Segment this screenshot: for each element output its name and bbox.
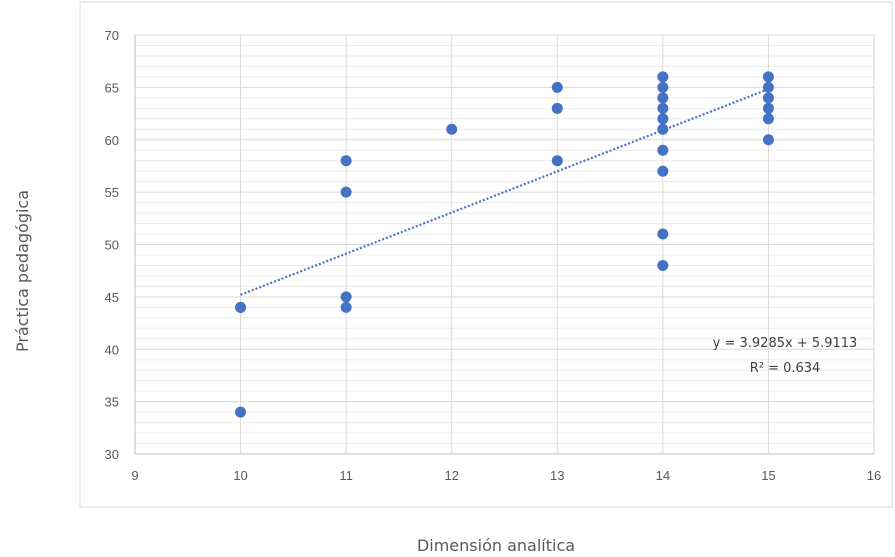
data-point bbox=[657, 259, 669, 271]
x-tick-label: 10 bbox=[233, 468, 247, 483]
data-points bbox=[235, 71, 774, 418]
data-point bbox=[340, 186, 352, 198]
data-point bbox=[551, 81, 563, 93]
axes bbox=[134, 35, 874, 455]
data-point bbox=[762, 113, 774, 125]
x-tick-labels: 9 10 11 12 13 14 15 16 bbox=[131, 468, 881, 483]
data-point bbox=[657, 92, 669, 104]
data-point bbox=[340, 301, 352, 313]
y-tick-label: 40 bbox=[105, 342, 119, 357]
x-axis-title: Dimensión analítica bbox=[417, 536, 575, 555]
y-tick-label: 30 bbox=[105, 447, 119, 462]
data-point bbox=[762, 102, 774, 114]
data-point bbox=[340, 155, 352, 167]
y-tick-label: 65 bbox=[105, 80, 119, 95]
x-tick-label: 15 bbox=[761, 468, 775, 483]
data-point bbox=[446, 123, 458, 135]
y-tick-label: 60 bbox=[105, 133, 119, 148]
data-point bbox=[235, 301, 247, 313]
minor-gridlines bbox=[135, 44, 874, 445]
trendline-group bbox=[240, 88, 769, 296]
x-tick-label: 11 bbox=[339, 468, 353, 483]
data-point bbox=[657, 144, 669, 156]
data-point bbox=[657, 113, 669, 125]
y-tick-label: 35 bbox=[105, 395, 119, 410]
y-tick-label: 45 bbox=[105, 290, 119, 305]
data-point bbox=[551, 102, 563, 114]
y-tick-label: 55 bbox=[105, 185, 119, 200]
x-tick-label: 12 bbox=[444, 468, 458, 483]
y-tick-label: 50 bbox=[105, 238, 119, 253]
y-tick-label: 70 bbox=[105, 28, 119, 43]
y-axis-title: Práctica pedagógica bbox=[13, 190, 32, 352]
x-tick-label: 14 bbox=[656, 468, 670, 483]
y-tick-labels: 30 35 40 45 50 55 60 65 70 bbox=[105, 28, 119, 462]
data-point bbox=[657, 102, 669, 114]
data-point bbox=[657, 123, 669, 135]
x-tick-label: 13 bbox=[550, 468, 564, 483]
data-point bbox=[657, 165, 669, 177]
data-point bbox=[551, 155, 563, 167]
trendline-equation: y = 3.9285x + 5.9113 bbox=[713, 336, 858, 351]
data-point bbox=[657, 71, 669, 83]
data-point bbox=[657, 81, 669, 93]
plot-border bbox=[79, 1, 893, 508]
data-point bbox=[657, 228, 669, 240]
x-tick-label: 9 bbox=[131, 468, 138, 483]
data-point bbox=[762, 92, 774, 104]
trendline-r-squared: R² = 0.634 bbox=[750, 361, 821, 376]
data-point bbox=[235, 406, 247, 418]
data-point bbox=[340, 291, 352, 303]
data-point bbox=[762, 134, 774, 146]
data-point bbox=[762, 71, 774, 83]
trendline bbox=[240, 88, 769, 296]
x-tick-label: 16 bbox=[867, 468, 881, 483]
data-point bbox=[762, 81, 774, 93]
